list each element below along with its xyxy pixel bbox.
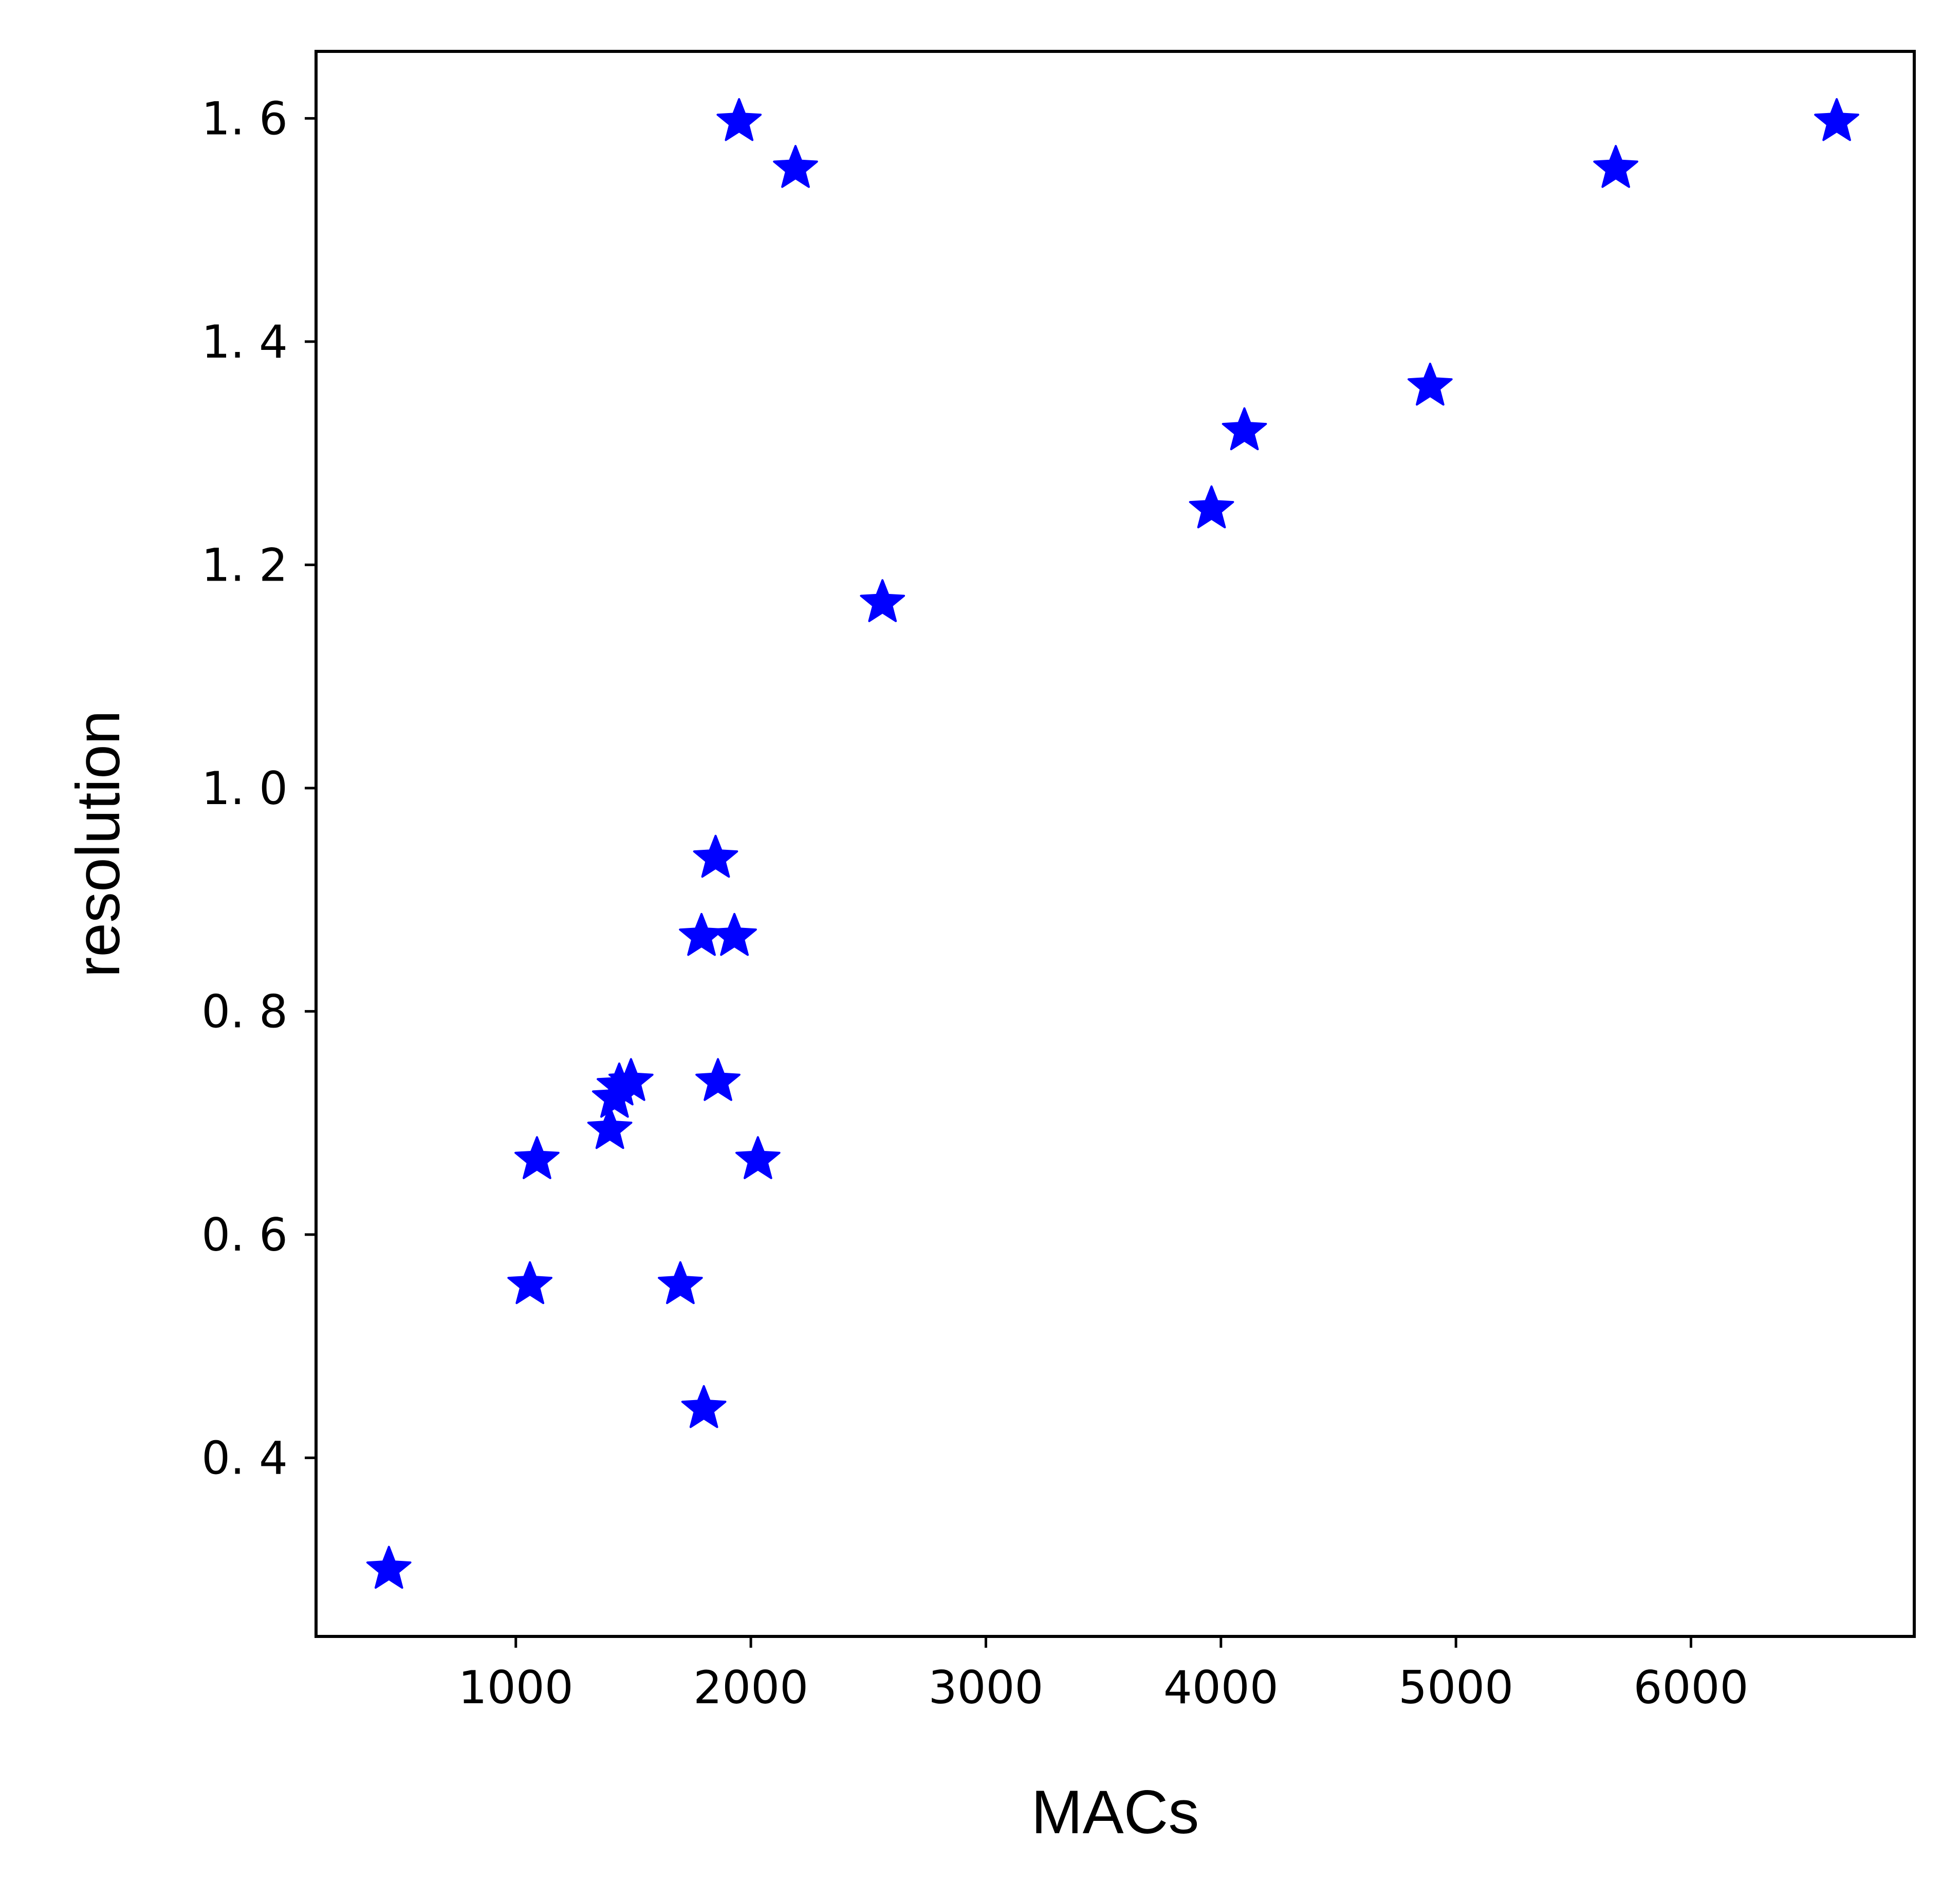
data-point-star: [773, 145, 818, 188]
data-point-star: [695, 1058, 741, 1101]
data-point-star: [693, 834, 738, 878]
y-tick-label: 0. 4: [201, 1431, 288, 1484]
y-tick-label: 1. 2: [201, 538, 288, 591]
x-tick-label: 1000: [458, 1661, 574, 1714]
x-axis-label: MACs: [1031, 1778, 1199, 1847]
data-point-star: [1189, 485, 1234, 529]
data-point-star: [860, 579, 905, 622]
y-axis-label: resolution: [64, 710, 133, 977]
data-point-star: [681, 1385, 727, 1428]
data-point-star: [1222, 407, 1267, 451]
data-point-star: [608, 1058, 654, 1101]
y-tick-label: 1. 6: [201, 92, 288, 145]
x-axis: 1000 2000 3000 4000 5000 6000: [458, 1636, 1749, 1714]
x-tick-label: 6000: [1634, 1661, 1749, 1714]
data-point-star: [1814, 98, 1859, 141]
data-point-star: [735, 1136, 781, 1179]
data-point-star: [716, 98, 762, 141]
data-point-star: [507, 1261, 552, 1305]
x-tick-label: 2000: [693, 1661, 808, 1714]
data-point-star: [514, 1136, 560, 1179]
data-point-star: [658, 1261, 703, 1305]
data-point-star: [712, 912, 757, 956]
data-point-star: [366, 1545, 412, 1589]
x-tick-label: 3000: [928, 1661, 1043, 1714]
x-tick-label: 5000: [1398, 1661, 1513, 1714]
data-point-star: [1408, 362, 1453, 406]
plot-frame: [315, 50, 1916, 1638]
points-layer: [366, 98, 1859, 1589]
y-tick-label: 0. 8: [201, 985, 288, 1038]
y-tick-label: 0. 6: [201, 1208, 288, 1261]
y-tick-label: 1. 4: [201, 315, 288, 368]
x-tick-label: 4000: [1163, 1661, 1279, 1714]
data-point-star: [1593, 145, 1638, 188]
y-tick-label: 1. 0: [201, 762, 288, 815]
y-axis: 0. 4 0. 6 0. 8 1. 0 1. 2 1. 4 1. 6: [201, 92, 316, 1484]
data-point-star: [587, 1106, 633, 1149]
